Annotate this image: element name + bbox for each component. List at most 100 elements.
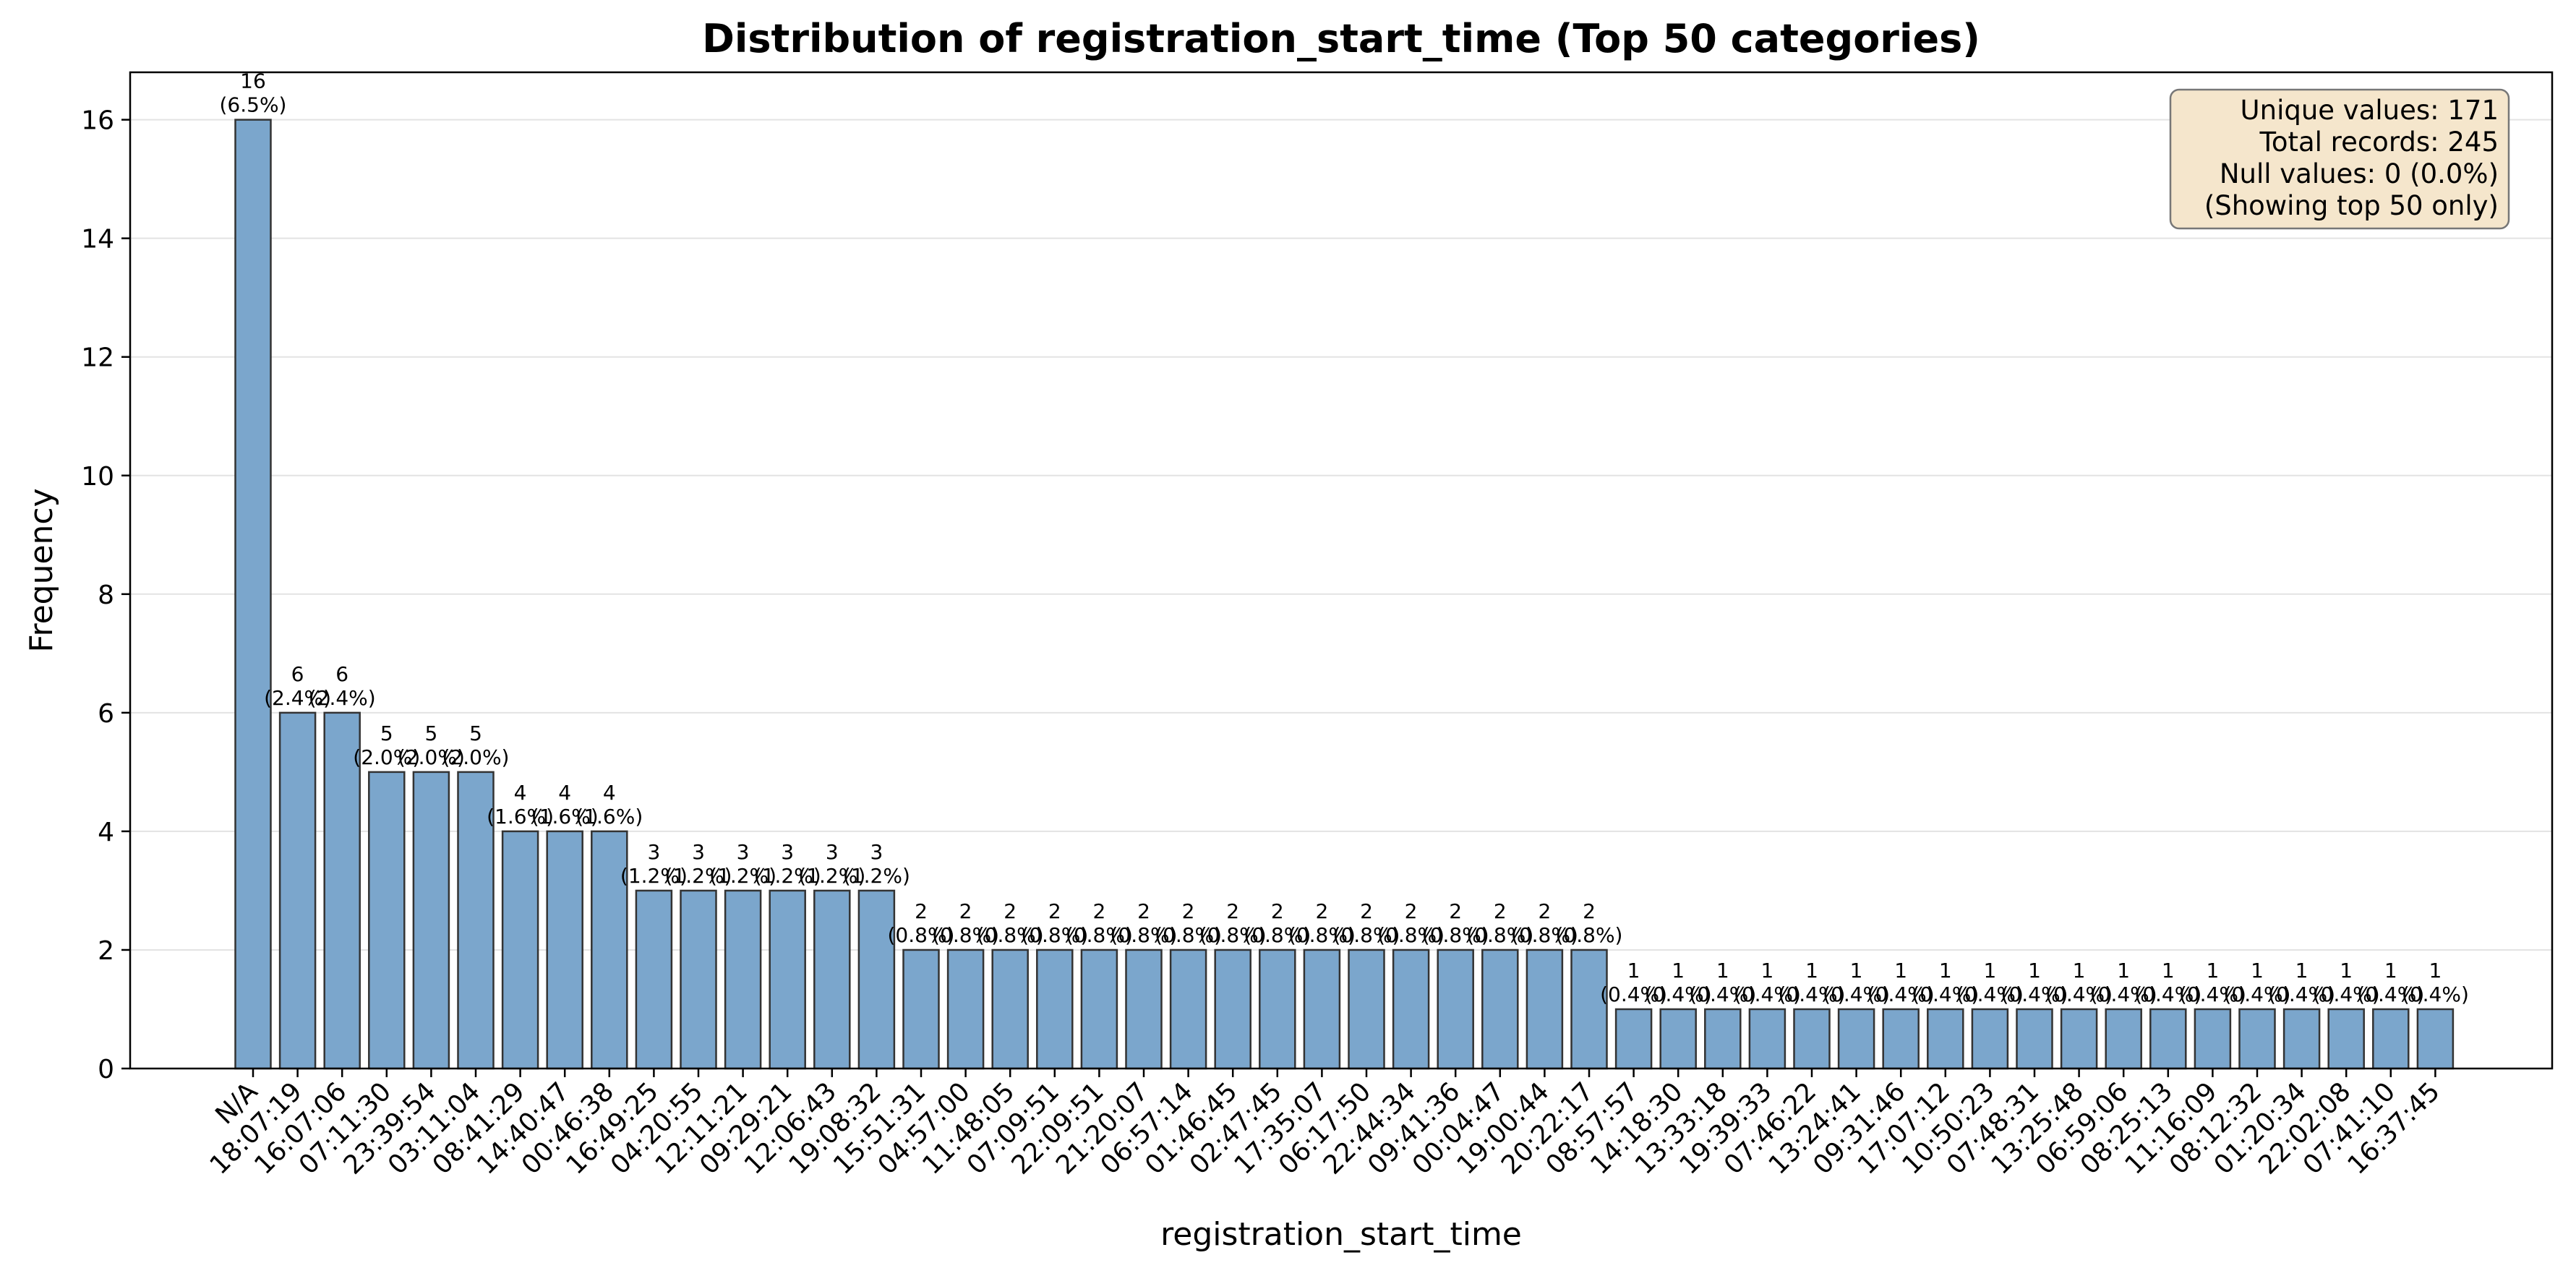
plot-frame: [129, 71, 2554, 1070]
bar-data-label: 1 (0.4%): [2179, 959, 2246, 1006]
bar-data-label: 2 (0.8%): [1021, 899, 1088, 947]
bar-data-label: 1 (0.4%): [1823, 959, 1890, 1006]
bar-data-label: 1 (0.4%): [1600, 959, 1667, 1006]
bar-data-label: 1 (0.4%): [2224, 959, 2291, 1006]
bar: [2105, 1008, 2142, 1070]
y-tick-label: 14: [81, 225, 114, 254]
bar-labels: 16 (6.5%)6 (2.4%)6 (2.4%)5 (2.0%)5 (2.0%)5 (2.…: [220, 69, 2469, 1006]
stats-box-frame: [2169, 88, 2510, 230]
bar-data-label: 2 (0.8%): [1244, 899, 1311, 947]
y-axis-label: Frequency: [23, 488, 60, 652]
bar: [946, 949, 985, 1070]
bar: [368, 771, 406, 1070]
bar-data-label: 5 (2.0%): [353, 722, 420, 769]
bar: [1080, 949, 1118, 1070]
bar: [1036, 949, 1074, 1070]
bar: [1481, 949, 1519, 1070]
bar: [1704, 1008, 1742, 1070]
bar: [1169, 949, 1207, 1070]
bar: [1927, 1008, 1964, 1070]
bar: [1303, 949, 1341, 1070]
bar-data-label: 1 (0.4%): [1779, 959, 1846, 1006]
bar: [591, 830, 628, 1070]
y-tick-label: 16: [81, 106, 114, 136]
bar-data-label: 3 (1.2%): [754, 840, 821, 888]
bar: [2016, 1008, 2053, 1070]
bar: [2416, 1008, 2455, 1070]
bar: [2060, 1008, 2098, 1070]
bar-data-label: 5 (2.0%): [442, 722, 510, 769]
bars: [234, 119, 2455, 1070]
bar-data-label: 2 (0.8%): [1111, 899, 1178, 947]
bar-data-label: 2 (0.8%): [1511, 899, 1578, 947]
bar: [813, 889, 851, 1070]
bar: [1526, 949, 1564, 1070]
bar-data-label: 1 (0.4%): [1912, 959, 1979, 1006]
x-axis-label: registration_start_time: [1160, 1216, 1522, 1253]
bar-data-label: 2 (0.8%): [1377, 899, 1445, 947]
bar-data-label: 1 (0.4%): [2402, 959, 2469, 1006]
bar: [1125, 949, 1163, 1070]
bar: [1437, 949, 1474, 1070]
bar: [234, 119, 272, 1070]
bar: [1570, 949, 1608, 1070]
bar-data-label: 3 (1.2%): [620, 840, 688, 888]
chart-title: Distribution of registration_start_time …: [702, 16, 1980, 61]
y-tick-label: 4: [98, 818, 114, 847]
bar: [1259, 949, 1296, 1070]
y-tick-label: 6: [98, 699, 114, 729]
bar-data-label: 1 (0.4%): [1734, 959, 1801, 1006]
bar: [1793, 1008, 1831, 1070]
bar: [1971, 1008, 2009, 1070]
bar-data-label: 2 (0.8%): [1288, 899, 1356, 947]
bar: [857, 889, 896, 1070]
bar-data-label: 3 (1.2%): [843, 840, 910, 888]
bar-data-label: 1 (0.4%): [2090, 959, 2157, 1006]
bar: [2149, 1008, 2187, 1070]
y-tick-label: 10: [81, 462, 114, 492]
bar: [412, 771, 450, 1070]
bar-data-label: 2 (0.8%): [1333, 899, 1400, 947]
bar: [724, 889, 762, 1070]
bar: [2238, 1008, 2276, 1070]
bar: [2282, 1008, 2321, 1070]
bar-data-label: 2 (0.8%): [977, 899, 1044, 947]
y-tick-label: 0: [98, 1055, 114, 1084]
bar: [278, 711, 317, 1070]
bar: [501, 830, 539, 1070]
bar: [902, 949, 940, 1070]
bar-data-label: 1 (0.4%): [1645, 959, 1712, 1006]
bar-data-label: 2 (0.8%): [1199, 899, 1267, 947]
bar-data-label: 1 (0.4%): [2357, 959, 2424, 1006]
bar-data-label: 3 (1.2%): [798, 840, 865, 888]
bar-data-label: 6 (2.4%): [309, 662, 376, 710]
bar-data-label: 1 (0.4%): [2268, 959, 2335, 1006]
bar-data-label: 1 (0.4%): [1956, 959, 2024, 1006]
bar: [1214, 949, 1251, 1070]
bar: [991, 949, 1029, 1070]
stats-line: Total records: 245: [2259, 127, 2499, 158]
bar: [1659, 1008, 1697, 1070]
bar: [2327, 1008, 2365, 1070]
y-tick-label: 12: [81, 343, 114, 373]
bar-data-label: 1 (0.4%): [1867, 959, 1935, 1006]
bar-data-label: 1 (0.4%): [1689, 959, 1756, 1006]
bar-data-label: 2 (0.8%): [888, 899, 955, 947]
bar: [635, 889, 673, 1070]
bar-data-label: 2 (0.8%): [1556, 899, 1623, 947]
stats-line: Null values: 0 (0.0%): [2220, 158, 2499, 189]
y-tick-label: 2: [98, 936, 114, 966]
bar-data-label: 1 (0.4%): [2001, 959, 2068, 1006]
bar-data-label: 1 (0.4%): [2313, 959, 2380, 1006]
bar-data-label: 1 (0.4%): [2045, 959, 2113, 1006]
bar-data-label: 2 (0.8%): [1466, 899, 1533, 947]
bar: [1348, 949, 1385, 1070]
bar-data-label: 2 (0.8%): [1155, 899, 1222, 947]
bar: [1392, 949, 1430, 1070]
bar: [1882, 1008, 1920, 1070]
bar-data-label: 4 (1.6%): [531, 781, 599, 828]
bar-data-label: 3 (1.2%): [709, 840, 776, 888]
bar-data-label: 4 (1.6%): [487, 781, 554, 828]
bar-data-label: 1 (0.4%): [2134, 959, 2201, 1006]
